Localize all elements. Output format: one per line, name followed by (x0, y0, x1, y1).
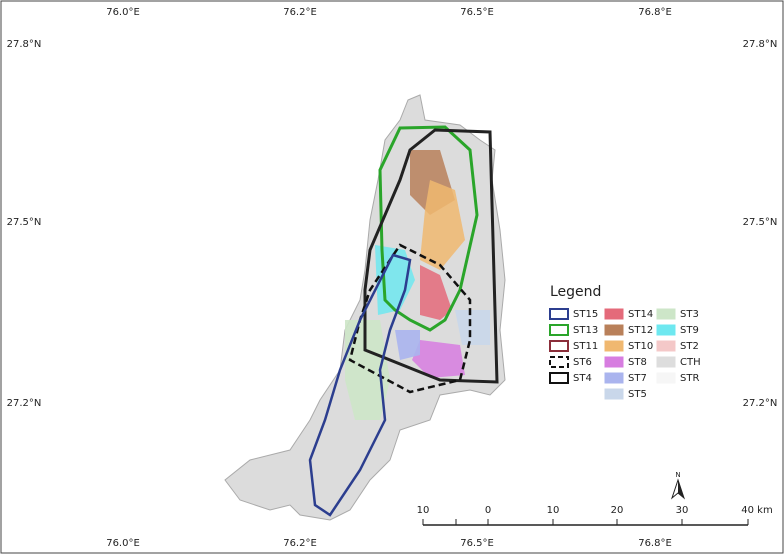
lat-label: 27.5°N (7, 217, 42, 228)
legend-swatch (549, 324, 569, 336)
scale-label: 40 km (741, 505, 772, 516)
north-arrow (670, 478, 686, 500)
lat-label: 27.5°N (743, 217, 778, 228)
legend-label: ST14 (628, 309, 653, 320)
legend-label: ST7 (628, 373, 647, 384)
scale-bar (422, 519, 749, 526)
lon-label: 76.5°E (460, 7, 494, 18)
legend-swatch (604, 324, 624, 336)
lon-label: 76.8°E (638, 7, 672, 18)
legend-label: ST10 (628, 341, 653, 352)
lon-label: 76.5°E (460, 538, 494, 549)
legend-label: CTH (680, 357, 701, 368)
legend-swatch (656, 356, 676, 368)
legend-swatch (604, 388, 624, 400)
legend-label: ST3 (680, 309, 699, 320)
district (224, 94, 506, 521)
legend-swatch (549, 356, 569, 368)
legend-label: ST4 (573, 373, 592, 384)
lat-label: 27.2°N (743, 398, 778, 409)
scale-label: 30 (676, 505, 689, 516)
lat-label: 27.2°N (7, 398, 42, 409)
north-label: N (675, 471, 680, 479)
legend-swatch (656, 308, 676, 320)
legend-label: ST9 (680, 325, 699, 336)
legend-title: Legend (550, 284, 601, 300)
scale-label: 0 (485, 505, 491, 516)
lon-label: 76.8°E (638, 538, 672, 549)
legend-label: ST5 (628, 389, 647, 400)
legend-label: ST13 (573, 325, 598, 336)
legend-swatch (604, 340, 624, 352)
legend-swatch (656, 372, 676, 384)
lat-label: 27.8°N (743, 39, 778, 50)
lon-label: 76.2°E (283, 7, 317, 18)
lon-label: 76.0°E (106, 7, 140, 18)
legend-swatch (656, 324, 676, 336)
legend-swatch (549, 308, 569, 320)
legend-swatch (604, 308, 624, 320)
legend-label: ST2 (680, 341, 699, 352)
legend-label: ST15 (573, 309, 598, 320)
legend-swatch (549, 372, 569, 384)
scale-label: 10 (417, 505, 430, 516)
lon-label: 76.2°E (283, 538, 317, 549)
legend-label: STR (680, 373, 699, 384)
legend-label: ST11 (573, 341, 598, 352)
legend-label: ST12 (628, 325, 653, 336)
lat-label: 27.8°N (7, 39, 42, 50)
legend-swatch (656, 340, 676, 352)
lon-label: 76.0°E (106, 538, 140, 549)
legend-label: ST6 (573, 357, 592, 368)
legend-swatch (549, 340, 569, 352)
scale-label: 20 (611, 505, 624, 516)
legend-label: ST8 (628, 357, 647, 368)
legend-swatch (604, 356, 624, 368)
scale-label: 10 (547, 505, 560, 516)
legend-swatch (604, 372, 624, 384)
